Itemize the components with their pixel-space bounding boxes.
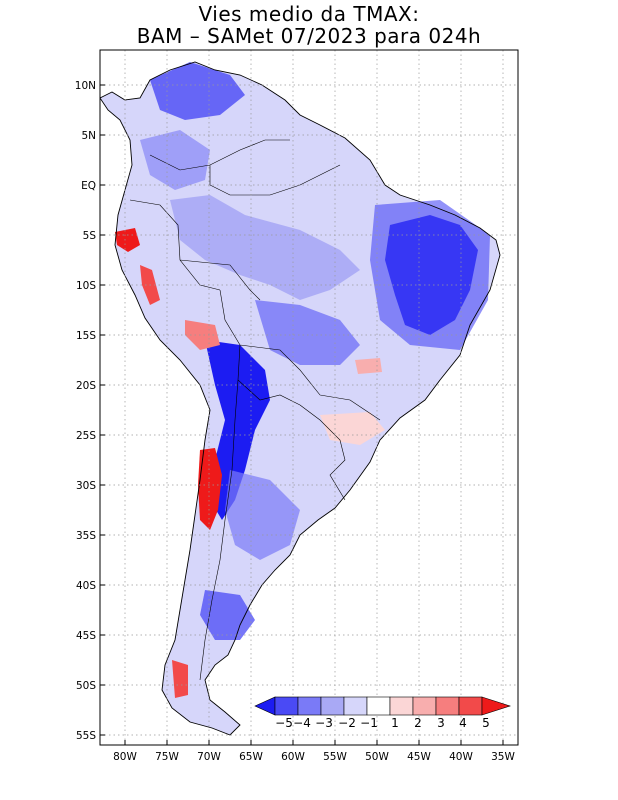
colorbar-label-m1: −1 bbox=[360, 716, 378, 730]
coastline bbox=[100, 61, 501, 736]
map-frame bbox=[99, 49, 519, 746]
bias-patch-pos-mato-grosso bbox=[355, 358, 382, 374]
colorbar-label-m2: −2 bbox=[338, 716, 356, 730]
lon-label-65w: 65W bbox=[239, 751, 263, 763]
bias-patch-neg-south bbox=[225, 470, 300, 560]
bias-patch-pos-bolivia bbox=[185, 320, 220, 350]
lat-label-20s: 20S bbox=[76, 380, 96, 392]
colorbar-label-p1: 1 bbox=[391, 716, 399, 730]
map-title-line2: BAM – SAMet 07/2023 para 024h bbox=[136, 24, 482, 48]
lon-label-50w: 50W bbox=[365, 751, 389, 763]
colorbar-label-p5: 5 bbox=[482, 716, 490, 730]
lat-label-35s: 35S bbox=[76, 530, 96, 542]
colorbar-bin-3 bbox=[320, 696, 345, 716]
lon-label-40w: 40W bbox=[449, 751, 473, 763]
bias-patch-pos-chile bbox=[198, 448, 222, 530]
country-borders bbox=[129, 139, 381, 681]
lat-label-10s: 10S bbox=[76, 280, 96, 292]
lat-label-15s: 15S bbox=[76, 330, 96, 342]
lat-label-50s: 50S bbox=[76, 680, 96, 692]
bias-patch-neg-central bbox=[255, 300, 360, 365]
colorbar-arrow-left bbox=[254, 696, 276, 716]
lon-label-45w: 45W bbox=[407, 751, 431, 763]
colorbar-label-p3: 3 bbox=[437, 716, 445, 730]
bias-patch-neg-north-coast bbox=[150, 62, 245, 120]
colorbar: −5 −4 −3 −2 −1 1 2 3 4 5 bbox=[254, 696, 511, 730]
lon-label-75w: 75W bbox=[155, 751, 179, 763]
colorbar-arrow-right bbox=[481, 696, 511, 716]
colorbar-bin-1 bbox=[274, 696, 299, 716]
lon-label-60w: 60W bbox=[281, 751, 305, 763]
colorbar-label-p2: 2 bbox=[414, 716, 422, 730]
grid-lines bbox=[100, 50, 518, 745]
lat-label-5s: 5S bbox=[83, 230, 97, 242]
colorbar-bin-7 bbox=[412, 696, 437, 716]
bias-patch-pos-south-tip bbox=[172, 660, 188, 698]
colorbar-label-m3: −3 bbox=[315, 716, 333, 730]
bias-patch-pos-peru bbox=[115, 228, 140, 252]
lat-label-10n: 10N bbox=[75, 80, 96, 92]
colorbar-label-m5: −5 bbox=[275, 716, 293, 730]
colorbar-bin-9 bbox=[458, 696, 483, 716]
lon-label-35w: 35W bbox=[491, 751, 515, 763]
colorbar-bin-8 bbox=[435, 696, 460, 716]
lat-label-45s: 45S bbox=[76, 630, 96, 642]
lon-ticks bbox=[124, 740, 504, 745]
lat-label-5n: 5N bbox=[81, 130, 96, 142]
colorbar-bin-4 bbox=[343, 696, 368, 716]
colorbar-label-p4: 4 bbox=[459, 716, 467, 730]
lat-label-55s: 55S bbox=[76, 730, 96, 742]
bias-patch-pos-paraguay bbox=[320, 412, 385, 445]
lat-label-eq: EQ bbox=[81, 180, 96, 192]
colorbar-bin-2 bbox=[297, 696, 322, 716]
bias-field bbox=[100, 61, 501, 736]
bias-patch-neg-west-amazon bbox=[140, 130, 210, 190]
lon-label-55w: 55W bbox=[323, 751, 347, 763]
colorbar-label-m4: −4 bbox=[293, 716, 311, 730]
bias-patch-neg-patagonia bbox=[200, 590, 255, 640]
colorbar-bin-5 bbox=[366, 696, 391, 716]
lat-ticks bbox=[100, 84, 105, 736]
lat-label-30s: 30S bbox=[76, 480, 96, 492]
lat-label-25s: 25S bbox=[76, 430, 96, 442]
lat-label-40s: 40S bbox=[76, 580, 96, 592]
bias-patch-neg-northeast-halo bbox=[370, 200, 490, 350]
lon-label-70w: 70W bbox=[197, 751, 221, 763]
bias-patch-neg-amazon bbox=[170, 195, 360, 300]
map-title-line1: Vies medio da TMAX: bbox=[198, 2, 420, 26]
lon-label-80w: 80W bbox=[113, 751, 137, 763]
colorbar-bin-6 bbox=[389, 696, 414, 716]
